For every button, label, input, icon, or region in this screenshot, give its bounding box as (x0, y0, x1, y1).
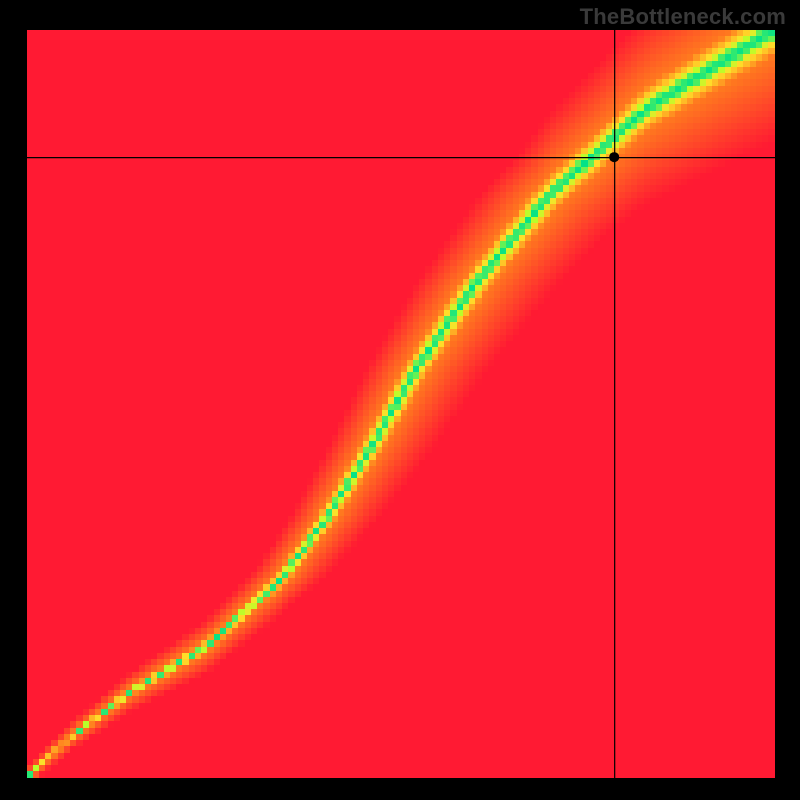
bottleneck-heatmap (27, 30, 775, 778)
chart-container: TheBottleneck.com (0, 0, 800, 800)
watermark-text: TheBottleneck.com (580, 4, 786, 30)
